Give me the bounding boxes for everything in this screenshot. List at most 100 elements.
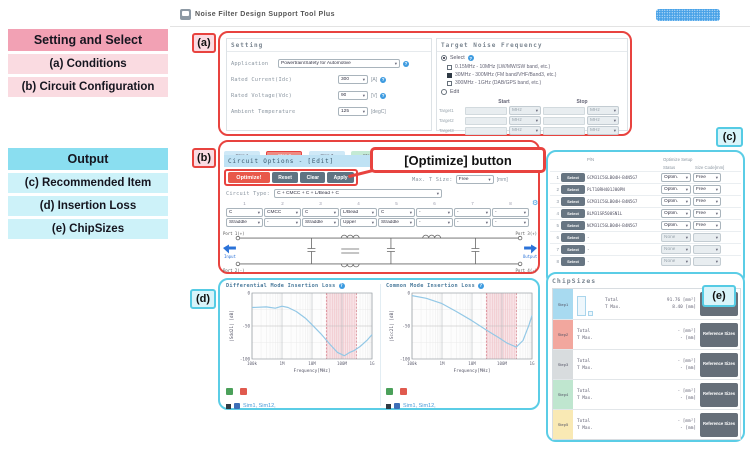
stage4-position-select[interactable]: Upper [340, 218, 377, 227]
select-button[interactable]: Select [561, 257, 585, 266]
step-tag: Step3 [553, 350, 573, 379]
stage3-position-select[interactable]: Straddle [302, 218, 339, 227]
target3-start-unit-select[interactable]: MHz [509, 126, 541, 135]
common-insertion-loss-chart: 100k 1M 10M 100M 1G 0 -50 -100 Frequency[MHz] |Sc… [389, 291, 535, 374]
band1-checkbox[interactable] [447, 64, 452, 70]
size-select[interactable]: Free [693, 221, 721, 230]
recommended-row: 5 Select NCM31C5GLB04H-B4N5G7 Optim. Fre… [550, 219, 741, 231]
stage7-position-select[interactable]: - [454, 218, 491, 227]
select-button[interactable]: Select [561, 185, 585, 194]
select-radio[interactable] [441, 55, 447, 61]
size-select[interactable] [693, 257, 721, 266]
size-select[interactable]: Free [693, 185, 721, 194]
stage3-component-select[interactable]: C [302, 208, 339, 217]
help-icon[interactable] [338, 283, 345, 289]
stage5-component-select[interactable]: C [378, 208, 415, 217]
help-icon[interactable] [478, 283, 485, 289]
select-button[interactable]: Select [561, 197, 585, 206]
step-tag: Step5 [553, 410, 573, 439]
stage6-component-select[interactable]: - [416, 208, 453, 217]
series-checkbox[interactable] [386, 403, 391, 409]
stage8-component-select[interactable]: - [492, 208, 529, 217]
status-select[interactable]: Optim. [661, 209, 691, 218]
help-icon[interactable] [380, 76, 387, 83]
clear-button[interactable]: Clear [300, 172, 326, 183]
reference-sizes-button[interactable]: Reference Sizes [700, 412, 738, 437]
export-excel-icon[interactable] [386, 388, 393, 395]
series-checkbox[interactable] [226, 403, 231, 409]
select-button[interactable]: Select [561, 173, 585, 182]
stage4-component-select[interactable]: L/Bead [340, 208, 377, 217]
size-select[interactable] [693, 245, 721, 254]
target1-stop-unit-select[interactable]: MHz [587, 106, 619, 115]
header-action-button[interactable] [656, 9, 720, 21]
svg-text:1G: 1G [369, 361, 375, 366]
status-select[interactable]: Optim. [661, 173, 691, 182]
stage2-position-select[interactable]: - [264, 218, 301, 227]
recommended-row: 6 Select - None [550, 231, 741, 243]
svg-text:100k: 100k [407, 361, 418, 366]
export-image-icon[interactable] [400, 388, 408, 395]
size-select[interactable] [693, 233, 721, 242]
stage1-component-select[interactable]: C [226, 208, 263, 217]
target3-stop-input[interactable] [543, 126, 585, 135]
apply-button[interactable]: Apply [327, 172, 355, 183]
target3-start-input[interactable] [465, 126, 507, 135]
max-t-size-unit: [mm] [496, 176, 508, 183]
stage8-position-select[interactable]: - [492, 218, 529, 227]
help-icon[interactable] [403, 60, 409, 67]
circuit-type-select[interactable]: C + CMCC + C + L/Bead + C [274, 189, 443, 198]
target2-start-unit-select[interactable]: MHz [509, 116, 541, 125]
size-select[interactable]: Free [693, 173, 721, 182]
series-caption[interactable]: Sim1, Sim12, [243, 403, 276, 409]
target1-start-unit-select[interactable]: MHz [509, 106, 541, 115]
max-t-size-select[interactable]: Free [455, 175, 494, 184]
rated-current-select[interactable]: 300 [338, 75, 368, 84]
edit-radio[interactable] [441, 89, 447, 95]
target3-stop-unit-select[interactable]: MHz [587, 126, 619, 135]
stage2-component-select[interactable]: CMCC [264, 208, 301, 217]
status-select[interactable]: None [661, 233, 691, 242]
svg-text:Frequency[MHz]: Frequency[MHz] [453, 368, 490, 374]
reset-button[interactable]: Reset [271, 172, 299, 183]
stage6-position-select[interactable]: - [416, 218, 453, 227]
recommended-row: 1 Select GCM31C5GLB04H-B4N5G7 Optim. Fre… [550, 171, 741, 183]
optimize-button[interactable]: Optimize! [228, 172, 270, 183]
target2-stop-input[interactable] [543, 116, 585, 125]
select-button[interactable]: Select [561, 221, 585, 230]
status-select[interactable]: Optim. [661, 221, 691, 230]
stage1-position-select[interactable]: Straddle [226, 218, 263, 227]
status-select[interactable]: Optim. [661, 185, 691, 194]
band3-checkbox[interactable] [447, 80, 452, 86]
stage-number: 1 [243, 201, 246, 206]
series-caption[interactable]: Sim1, Sim12, [403, 403, 436, 409]
ambient-temperature-select[interactable]: 125 [338, 107, 368, 116]
select-button[interactable]: Select [561, 209, 585, 218]
select-button[interactable]: Select [561, 233, 585, 242]
reference-sizes-button[interactable]: Reference Sizes [700, 382, 738, 407]
status-select[interactable]: None [661, 257, 691, 266]
target2-start-input[interactable] [465, 116, 507, 125]
help-icon[interactable] [380, 92, 387, 99]
reference-sizes-button[interactable]: Reference Sizes [700, 322, 738, 347]
select-button[interactable]: Select [561, 245, 585, 254]
rated-voltage-select[interactable]: 90 [338, 91, 368, 100]
svg-text:10M: 10M [468, 361, 476, 366]
reference-sizes-button[interactable]: Reference Sizes [700, 352, 738, 377]
status-select[interactable]: Optim. [661, 197, 691, 206]
help-icon[interactable] [467, 55, 474, 61]
target1-start-input[interactable] [465, 106, 507, 115]
size-select[interactable]: Free [693, 197, 721, 206]
export-excel-icon[interactable] [226, 388, 233, 395]
band2-checkbox[interactable] [447, 72, 452, 78]
panel-recommended-item: P/N Optimize Setup Status Size Code[mm] … [546, 150, 745, 286]
gear-icon[interactable]: ⚙ [532, 200, 539, 207]
size-select[interactable]: Free [693, 209, 721, 218]
target2-stop-unit-select[interactable]: MHz [587, 116, 619, 125]
status-select[interactable]: None [661, 245, 691, 254]
target1-stop-input[interactable] [543, 106, 585, 115]
export-image-icon[interactable] [240, 388, 248, 395]
stage7-component-select[interactable]: - [454, 208, 491, 217]
application-select[interactable]: Powertrain/Safety for Automotive [278, 59, 400, 68]
stage5-position-select[interactable]: Straddle [378, 218, 415, 227]
